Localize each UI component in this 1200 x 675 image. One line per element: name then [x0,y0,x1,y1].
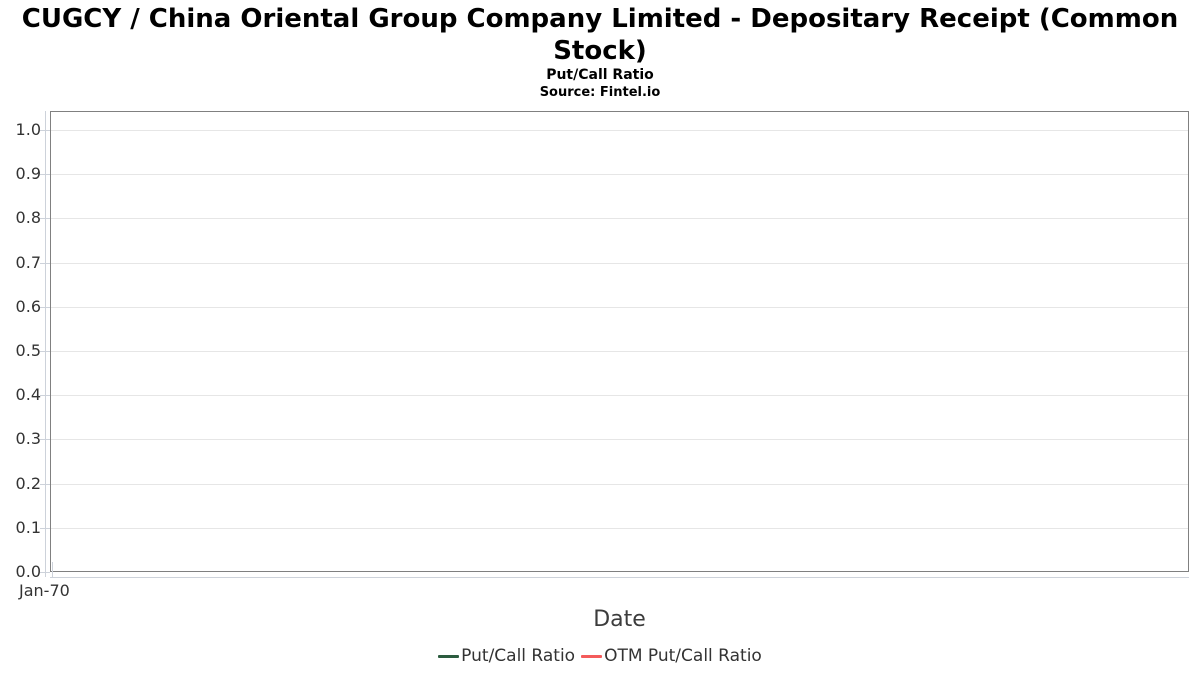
legend-item-label: Put/Call Ratio [461,646,576,666]
x-axis-title: Date [593,607,646,632]
legend-item[interactable]: OTM Put/Call Ratio [581,646,762,666]
gridline [50,484,1189,485]
y-axis-tick-label: 0.7 [15,253,41,272]
y-axis-tick [40,263,50,264]
gridline [50,218,1189,219]
y-axis-tick [40,351,50,352]
y-axis-tick-label: 0.0 [15,562,41,581]
y-axis-tick-label: 0.9 [15,164,41,183]
y-axis-tick-label: 0.1 [15,518,41,537]
gridline [50,130,1189,131]
x-axis-line [50,577,1189,578]
y-axis-tick [40,528,50,529]
chart-source-label: Source: Fintel.io [539,85,661,100]
plot-area [50,111,1189,572]
gridline [50,528,1189,529]
y-axis-tick-label: 0.8 [15,208,41,227]
gridline [50,351,1189,352]
y-axis-tick [40,484,50,485]
legend: Put/Call Ratio OTM Put/Call Ratio [0,646,1200,666]
gridline [50,307,1189,308]
legend-line-marker [438,654,460,658]
gridline [50,174,1189,175]
y-axis-tick [40,439,50,440]
y-axis-tick [40,174,50,175]
y-axis-tick-label: 0.5 [15,341,41,360]
x-axis-tick [52,562,53,578]
y-axis-tick [40,572,50,573]
legend-item[interactable]: Put/Call Ratio [438,646,575,666]
legend-line-marker [581,654,603,658]
gridline [50,263,1189,264]
y-axis-tick-label: 0.3 [15,429,41,448]
legend-item-label: OTM Put/Call Ratio [604,646,762,666]
y-axis-tick [40,218,50,219]
y-axis-tick-label: 0.2 [15,474,41,493]
y-axis-tick [40,307,50,308]
y-axis-tick [40,395,50,396]
y-axis-tick-label: 0.6 [15,297,41,316]
chart-title: CUGCY / China Oriental Group Company Lim… [21,4,1179,66]
chart-subtitle: Put/Call Ratio [546,67,654,83]
y-axis-tick-label: 1.0 [15,120,41,139]
gridline [50,395,1189,396]
y-axis-line [45,111,46,577]
y-axis-tick [40,130,50,131]
x-axis-tick-label: Jan-70 [19,581,70,600]
gridline [50,439,1189,440]
y-axis-tick-label: 0.4 [15,385,41,404]
